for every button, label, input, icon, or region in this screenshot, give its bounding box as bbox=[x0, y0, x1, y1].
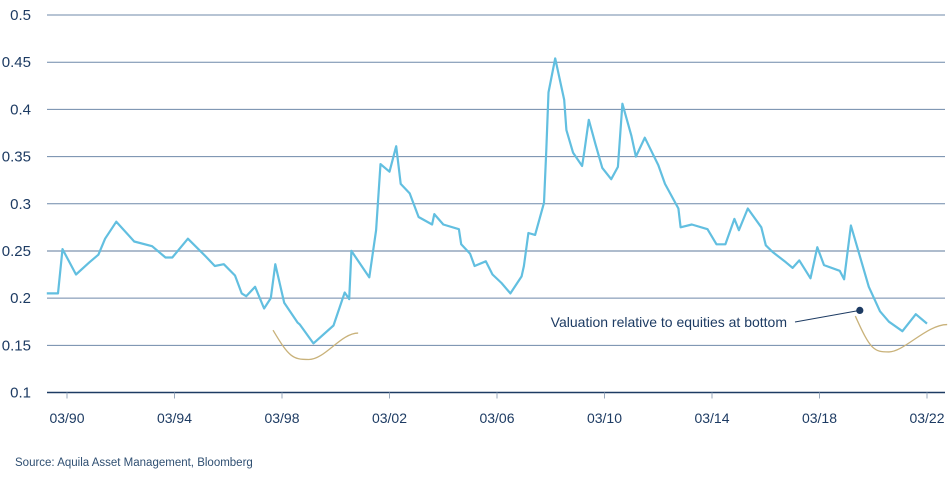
x-tick-label: 03/90 bbox=[49, 410, 84, 426]
annotation-marker bbox=[856, 306, 864, 314]
x-tick-label: 03/22 bbox=[909, 410, 944, 426]
x-tick-label: 03/94 bbox=[157, 410, 192, 426]
x-tick-label: 03/06 bbox=[479, 410, 514, 426]
x-tick-label: 03/14 bbox=[694, 410, 729, 426]
annotation-leader-line bbox=[794, 309, 860, 323]
y-tick-label: 0.2 bbox=[10, 290, 31, 307]
y-tick-label: 0.25 bbox=[2, 243, 31, 260]
bottom-highlight-curve bbox=[854, 315, 948, 353]
x-tick-label: 03/98 bbox=[264, 410, 299, 426]
x-axis-ticks: 03/90 03/94 03/98 03/02 03/06 03/10 03/14 03/18… bbox=[49, 392, 945, 426]
y-tick-label: 0.45 bbox=[2, 54, 31, 71]
y-tick-label: 0.1 bbox=[10, 385, 31, 402]
x-tick-label: 03/02 bbox=[372, 410, 407, 426]
series-line bbox=[46, 57, 928, 345]
y-tick-label: 0.5 bbox=[10, 7, 31, 24]
y-tick-label: 0.15 bbox=[2, 337, 31, 354]
bottom-highlight-curve bbox=[272, 329, 359, 361]
source-note: Source: Aquila Asset Management, Bloombe… bbox=[15, 457, 253, 469]
x-tick-label: 03/18 bbox=[802, 410, 837, 426]
x-tick-label: 03/10 bbox=[587, 410, 622, 426]
y-tick-label: 0.4 bbox=[10, 101, 31, 118]
bottom-highlights bbox=[272, 315, 948, 361]
y-axis-tick-labels: 0.1 0.15 0.2 0.25 0.3 0.35 0.4 0.45 0.5 bbox=[2, 7, 31, 402]
annotation: Valuation relative to equities at bottom bbox=[551, 306, 864, 330]
gridlines bbox=[47, 14, 945, 346]
y-tick-label: 0.3 bbox=[10, 196, 31, 213]
y-tick-label: 0.35 bbox=[2, 149, 31, 166]
annotation-label: Valuation relative to equities at bottom bbox=[551, 314, 787, 330]
